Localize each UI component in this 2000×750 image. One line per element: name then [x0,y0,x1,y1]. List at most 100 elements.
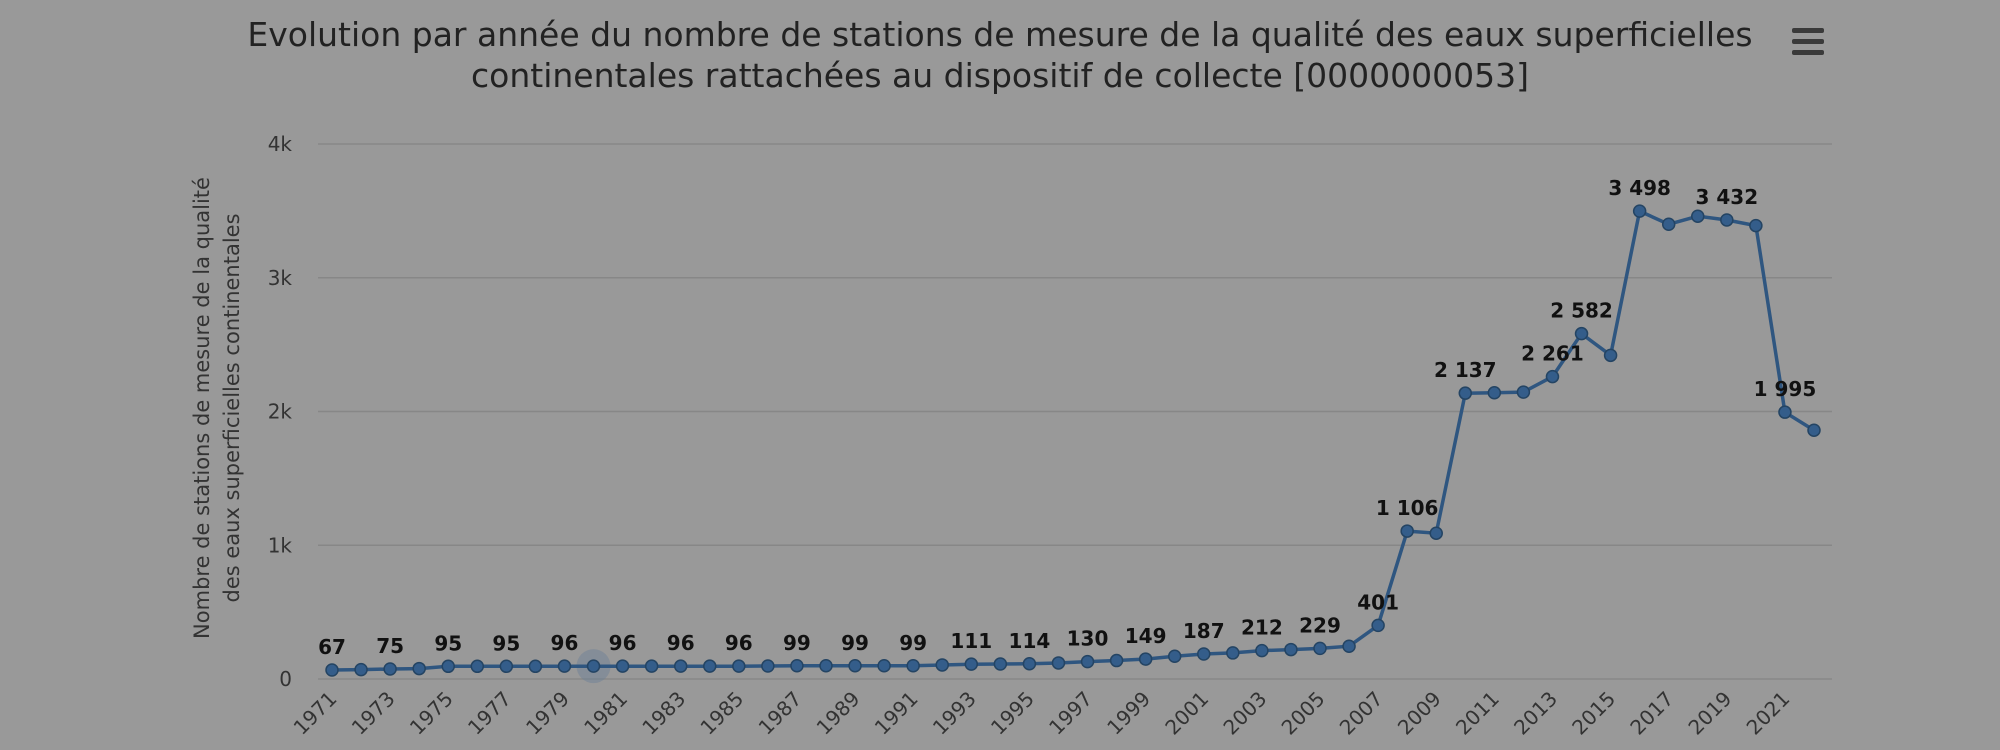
data-point [673,659,688,673]
data-point [1371,618,1385,633]
data-point [615,659,630,673]
x-tick-label: 2005 [1277,687,1330,740]
x-tick-label: 1985 [695,687,748,740]
data-point [1632,204,1647,218]
data-point [1138,652,1153,666]
data-label: 130 [1067,627,1109,651]
data-point [1574,326,1589,341]
data-point [1487,386,1502,400]
series-line [331,208,1815,672]
data-label: 67 [318,635,346,659]
data-point [993,657,1008,671]
data-label: 95 [434,631,462,655]
y-tick-label: 0 [279,667,292,691]
data-point [441,659,455,674]
data-point [325,663,339,677]
data-label: 187 [1183,619,1225,643]
data-label: 95 [492,631,520,655]
data-label: 1 106 [1376,496,1439,520]
menu-bar-middle [1792,39,1824,44]
data-label: 229 [1299,613,1341,637]
grid-lines [318,143,1832,680]
x-tick-label: 1973 [347,687,400,740]
data-label: 149 [1125,624,1167,648]
menu-bar-top [1792,28,1824,33]
data-point [790,659,804,673]
data-point [1661,217,1676,231]
data-point [1080,654,1095,669]
data-label: 3 432 [1696,185,1759,209]
data-point [1342,639,1356,653]
data-point [1458,386,1473,400]
data-point [1284,642,1298,657]
data-point [1226,646,1240,660]
y-axis-title-line-2: des eaux superficielles continentales [220,213,244,602]
data-point [354,662,368,677]
x-tick-label: 1981 [579,687,632,740]
data-point [703,659,717,673]
data-point [1167,649,1182,664]
x-tick-label: 1971 [289,687,342,740]
data-point [1720,213,1734,227]
x-tick-label: 2003 [1218,687,1271,740]
hamburger-menu-icon[interactable] [1788,26,1828,58]
x-tick-label: 1995 [986,687,1039,740]
data-label: 96 [667,631,695,655]
x-tick-label: 1999 [1102,687,1155,740]
x-tick-label: 1983 [637,687,690,740]
data-point [1807,423,1821,437]
x-tick-label: 1991 [870,687,923,740]
data-point [1603,348,1618,363]
y-axis-title-line-1: Nombre de stations de mesure de la quali… [190,177,214,639]
x-tick-label: 2017 [1625,687,1678,740]
data-point [557,659,572,673]
menu-bar-bottom [1792,50,1824,55]
data-label: 2 261 [1521,342,1584,366]
data-point [1022,657,1037,671]
x-tick-label: 1975 [405,687,458,740]
x-tick-label: 2001 [1160,687,1213,740]
data-label: 96 [551,631,579,655]
y-tick-label: 1k [268,533,293,557]
data-point [499,659,514,674]
data-point [1749,218,1763,233]
data-label: 212 [1241,616,1283,640]
data-label: 111 [950,629,992,653]
x-tick-label: 2007 [1335,687,1388,740]
data-point [528,659,543,674]
series [331,208,1815,672]
x-tick-label: 1977 [463,687,516,740]
data-label: 75 [376,634,404,658]
data-point [1545,369,1560,384]
data-point [877,659,891,673]
data-point [644,659,659,673]
x-tick-label: 2015 [1567,687,1620,740]
data-point [383,662,397,676]
x-tick-label: 1979 [521,687,574,740]
data-point [1400,524,1414,538]
y-tick-label: 3k [268,266,293,290]
data-label: 2 582 [1550,299,1613,323]
data-point [1197,647,1211,661]
data-point [732,659,746,673]
y-tick-label: 4k [268,132,293,156]
chart-title: Evolution par année du nombre de station… [200,14,1800,96]
data-point [906,659,920,673]
x-tick-label: 2021 [1742,687,1795,740]
x-axis-ticks: 1971 1973 1975 1977 1979 1981 1983 1985 1987 1989… [289,687,1795,740]
data-label: 99 [899,631,927,655]
y-tick-label: 2k [268,400,293,424]
data-label: 96 [725,631,753,655]
x-tick-label: 1997 [1044,687,1097,740]
x-tick-label: 2019 [1683,687,1736,740]
data-point [819,659,833,673]
data-label: 114 [1009,629,1051,653]
y-axis-ticks: 0 1k 2k 3k 4k [268,132,293,691]
data-point [1051,656,1066,670]
data-label: 2 137 [1434,358,1497,382]
data-label: 99 [783,631,811,655]
y-axis-title: Nombre de stations de mesure de la quali… [190,177,244,639]
data-labels: 67 75 95 95 96 96 96 96 99 99 99 111 114 130 149 187 212… [318,176,1816,659]
